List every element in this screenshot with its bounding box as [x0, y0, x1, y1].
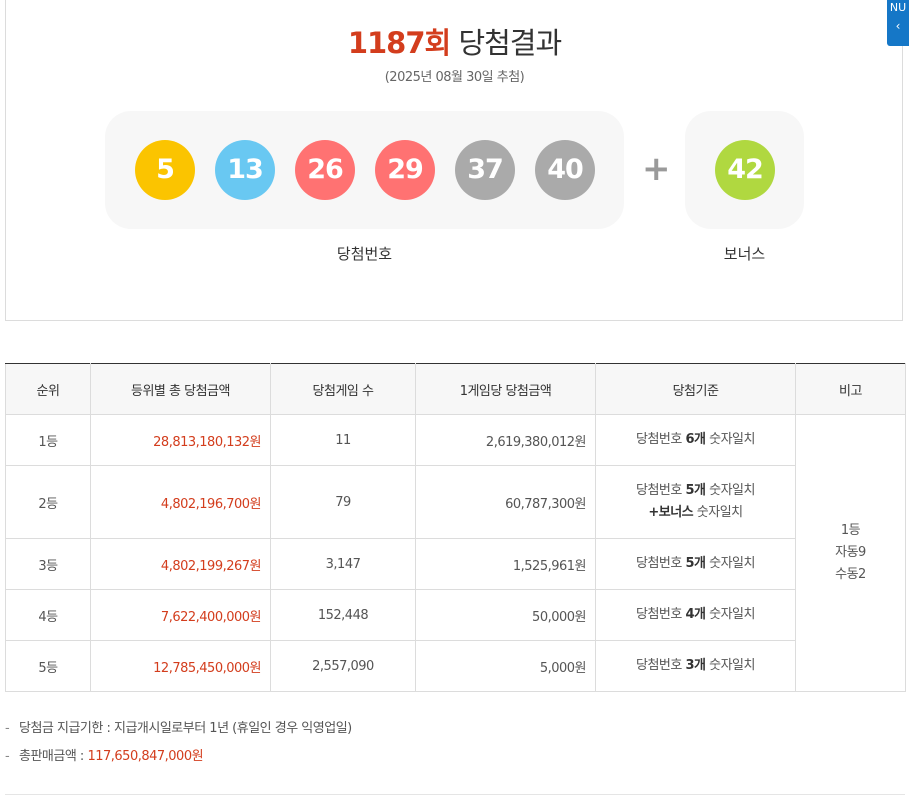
winning-ball: 37: [455, 140, 515, 200]
per-game-prize-cell: 60,787,300원: [415, 465, 596, 539]
table-row: 5등 12,785,450,000원 2,557,090 5,000원 당첨번호…: [5, 640, 906, 692]
winning-ball: 29: [375, 140, 435, 200]
total-prize-cell: 4,802,196,700원: [90, 465, 271, 539]
bullet-dash: -: [5, 721, 10, 736]
table-row: 4등 7,622,400,000원 152,448 50,000원 당첨번호 4…: [5, 589, 906, 641]
draw-date: (2025년 08월 30일 추첨): [384, 70, 525, 85]
rank-cell: 3등: [5, 538, 91, 590]
criteria-cell: 당첨번호 5개 숫자일치: [595, 538, 796, 590]
table-row: 2등 4,802,196,700원 79 60,787,300원 당첨번호 5개…: [5, 465, 906, 539]
criteria-count: 5개: [685, 483, 706, 498]
criteria-cell: 당첨번호 5개 숫자일치 +보너스 숫자일치: [595, 465, 796, 539]
divider: [5, 794, 905, 795]
rank-cell: 4등: [5, 589, 91, 641]
table-row: 1등 28,813,180,132원 11 2,619,380,012원 당첨번…: [5, 414, 906, 692]
criteria-text: 숫자일치: [705, 658, 755, 673]
rank-cell: 2등: [5, 465, 91, 539]
criteria-text: 당첨번호: [636, 607, 686, 622]
winner-count-cell: 11: [270, 414, 416, 466]
criteria-text: 숫자일치: [705, 432, 755, 447]
criteria-text: 숫자일치: [705, 483, 755, 498]
column-header: 당첨게임 수: [270, 363, 416, 415]
criteria-text: 당첨번호: [636, 432, 686, 447]
criteria-count: 3개: [685, 658, 706, 673]
criteria-cell: 당첨번호 4개 숫자일치: [595, 589, 796, 641]
bullet-dash: -: [5, 749, 10, 764]
winner-count-cell: 79: [270, 465, 416, 539]
side-nav-tab[interactable]: NU ‹: [887, 0, 909, 46]
total-prize-cell: 28,813,180,132원: [90, 414, 271, 466]
criteria-count: 6개: [685, 432, 706, 447]
total-sales-note: - 총판매금액 : 117,650,847,000원: [5, 747, 352, 775]
title-suffix: 당첨결과: [458, 26, 562, 60]
winning-ball: 26: [295, 140, 355, 200]
column-header: 당첨기준: [595, 363, 796, 415]
column-header: 비고: [795, 363, 906, 415]
page-title: 1187회 당첨결과: [0, 20, 909, 62]
winner-count-cell: 2,557,090: [270, 640, 416, 692]
criteria-count: 4개: [685, 607, 706, 622]
remark-rank: 1등: [840, 523, 861, 538]
payment-deadline-note: - 당첨금 지급기한 : 지급개시일로부터 1년 (휴일인 경우 익영업일): [5, 719, 352, 747]
winning-numbers-label: 당첨번호: [336, 245, 393, 263]
criteria-cell: 당첨번호 3개 숫자일치: [595, 640, 796, 692]
remark-manual: 수동2: [835, 567, 866, 582]
rank-cell: 1등: [5, 414, 91, 466]
table-row: 3등 4,802,199,267원 3,147 1,525,961원 당첨번호 …: [5, 538, 906, 590]
criteria-bonus: +보너스: [648, 505, 694, 520]
rank-cell: 5등: [5, 640, 91, 692]
remark-cell: 1등 자동9 수동2: [795, 414, 906, 692]
criteria-count: 5개: [685, 556, 706, 571]
criteria-text: 숫자일치: [705, 607, 755, 622]
prize-table: 순위 등위별 총 당첨금액 당첨게임 수 1게임당 당첨금액 당첨기준 비고 1…: [5, 363, 906, 692]
notes-section: - 당첨금 지급기한 : 지급개시일로부터 1년 (휴일인 경우 익영업일) -총…: [5, 719, 352, 775]
winner-count-cell: 3,147: [270, 538, 416, 590]
bonus-ball: 42: [715, 140, 775, 200]
remark-auto: 자동9: [835, 545, 866, 560]
winning-ball: 13: [215, 140, 275, 200]
winning-ball: 5: [135, 140, 195, 200]
per-game-prize-cell: 50,000원: [415, 589, 596, 641]
winning-ball: 40: [535, 140, 595, 200]
criteria-text: 당첨번호: [636, 556, 686, 571]
plus-icon: +: [642, 149, 671, 189]
criteria-text: 숫자일치: [693, 505, 743, 520]
draw-round: 1187회: [347, 26, 451, 60]
column-header: 1게임당 당첨금액: [415, 363, 596, 415]
per-game-prize-cell: 5,000원: [415, 640, 596, 692]
criteria-text: 당첨번호: [636, 483, 686, 498]
bonus-label: 보너스: [723, 245, 766, 263]
chevron-left-icon: ‹: [895, 19, 901, 33]
winner-count-cell: 152,448: [270, 589, 416, 641]
total-sales-value: 117,650,847,000원: [87, 749, 204, 764]
criteria-cell: 당첨번호 6개 숫자일치: [595, 414, 796, 466]
criteria-text: 숫자일치: [705, 556, 755, 571]
criteria-text: 당첨번호: [636, 658, 686, 673]
per-game-prize-cell: 1,525,961원: [415, 538, 596, 590]
total-sales-label: 총판매금액 :: [19, 749, 88, 764]
side-nav-label: NU: [889, 1, 907, 14]
payment-deadline-text: 당첨금 지급기한 : 지급개시일로부터 1년 (휴일인 경우 익영업일): [19, 721, 352, 736]
total-prize-cell: 7,622,400,000원: [90, 589, 271, 641]
column-header: 등위별 총 당첨금액: [90, 363, 271, 415]
per-game-prize-cell: 2,619,380,012원: [415, 414, 596, 466]
total-prize-cell: 4,802,199,267원: [90, 538, 271, 590]
table-header-row: 순위 등위별 총 당첨금액 당첨게임 수 1게임당 당첨금액 당첨기준 비고: [5, 363, 906, 415]
total-prize-cell: 12,785,450,000원: [90, 640, 271, 692]
column-header: 순위: [5, 363, 91, 415]
